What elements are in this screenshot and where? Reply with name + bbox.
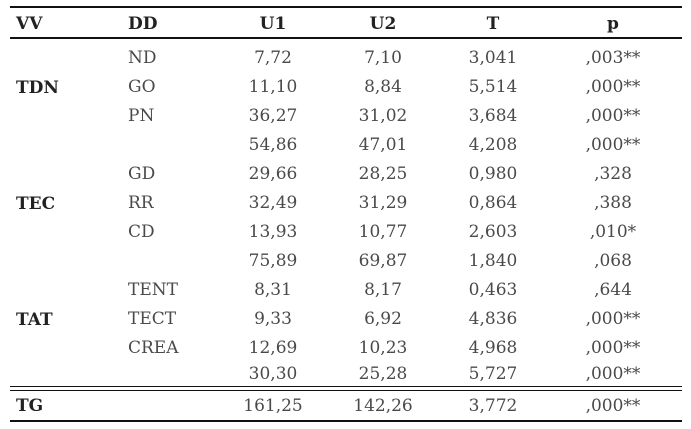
- row-t: 0,864: [468, 193, 518, 213]
- row-t: 2,603: [468, 222, 518, 242]
- row-p: ,388: [594, 193, 632, 213]
- row-u1: 11,10: [248, 77, 298, 97]
- row-u1: 32,49: [248, 193, 298, 213]
- row-u2: 8,84: [364, 77, 402, 97]
- row-u1: 12,69: [248, 338, 298, 358]
- row-dd: GD: [128, 164, 156, 184]
- row-u1: 30,30: [248, 364, 298, 384]
- row-dd: GO: [128, 77, 156, 97]
- total-rule-upper: [10, 386, 682, 387]
- row-p: ,000**: [585, 77, 641, 97]
- header-t: T: [486, 14, 500, 34]
- row-dd: TENT: [128, 280, 178, 300]
- group-label-tg: TG: [16, 396, 44, 416]
- table-top-rule: [10, 6, 682, 8]
- row-p: ,000**: [585, 309, 641, 329]
- row-dd: RR: [128, 193, 154, 213]
- row-u1: 8,31: [254, 280, 292, 300]
- row-u1: 13,93: [248, 222, 298, 242]
- group-label-tec: TEC: [16, 194, 56, 214]
- row-t: 5,514: [468, 77, 518, 97]
- row-t: 1,840: [468, 251, 518, 271]
- row-dd: ND: [128, 48, 157, 68]
- row-u1: 29,66: [248, 164, 298, 184]
- row-u2: 10,77: [358, 222, 408, 242]
- row-dd: PN: [128, 106, 155, 126]
- row-u2: 47,01: [358, 135, 408, 155]
- row-u2: 6,92: [364, 309, 402, 329]
- row-u1: 36,27: [248, 106, 298, 126]
- total-u2: 142,26: [353, 396, 413, 416]
- row-u2: 28,25: [358, 164, 408, 184]
- total-rule-lower: [10, 390, 682, 391]
- row-dd: CREA: [128, 338, 179, 358]
- header-dd: DD: [128, 14, 158, 34]
- row-t: 0,463: [468, 280, 518, 300]
- total-p: ,000**: [585, 396, 641, 416]
- row-p: ,068: [594, 251, 632, 271]
- row-dd: TECT: [128, 309, 177, 329]
- row-t: 3,041: [468, 48, 518, 68]
- header-rule: [10, 37, 682, 39]
- group-label-tat: TAT: [16, 310, 53, 330]
- row-p: ,003**: [585, 48, 641, 68]
- header-u1: U1: [259, 14, 287, 34]
- row-u2: 7,10: [364, 48, 402, 68]
- row-u2: 25,28: [358, 364, 408, 384]
- table-bottom-rule: [10, 420, 682, 422]
- header-p: p: [607, 14, 619, 34]
- row-u2: 10,23: [358, 338, 408, 358]
- row-t: 5,727: [468, 364, 518, 384]
- total-u1: 161,25: [243, 396, 303, 416]
- row-u2: 8,17: [364, 280, 402, 300]
- row-p: ,328: [594, 164, 632, 184]
- row-t: 0,980: [468, 164, 518, 184]
- header-vv: VV: [16, 14, 43, 34]
- row-p: ,000**: [585, 135, 641, 155]
- row-t: 4,208: [468, 135, 518, 155]
- row-t: 3,684: [468, 106, 518, 126]
- row-p: ,010*: [589, 222, 637, 242]
- row-p: ,000**: [585, 338, 641, 358]
- row-u1: 54,86: [248, 135, 298, 155]
- row-p: ,644: [594, 280, 632, 300]
- row-u2: 31,02: [358, 106, 408, 126]
- row-dd: CD: [128, 222, 155, 242]
- total-t: 3,772: [468, 396, 518, 416]
- row-u2: 69,87: [358, 251, 408, 271]
- row-t: 4,836: [468, 309, 518, 329]
- row-u1: 7,72: [254, 48, 292, 68]
- row-t: 4,968: [468, 338, 518, 358]
- row-u1: 9,33: [254, 309, 292, 329]
- row-p: ,000**: [585, 106, 641, 126]
- row-p: ,000**: [585, 364, 641, 384]
- row-u1: 75,89: [248, 251, 298, 271]
- row-u2: 31,29: [358, 193, 408, 213]
- group-label-tdn: TDN: [16, 78, 59, 98]
- header-u2: U2: [369, 14, 397, 34]
